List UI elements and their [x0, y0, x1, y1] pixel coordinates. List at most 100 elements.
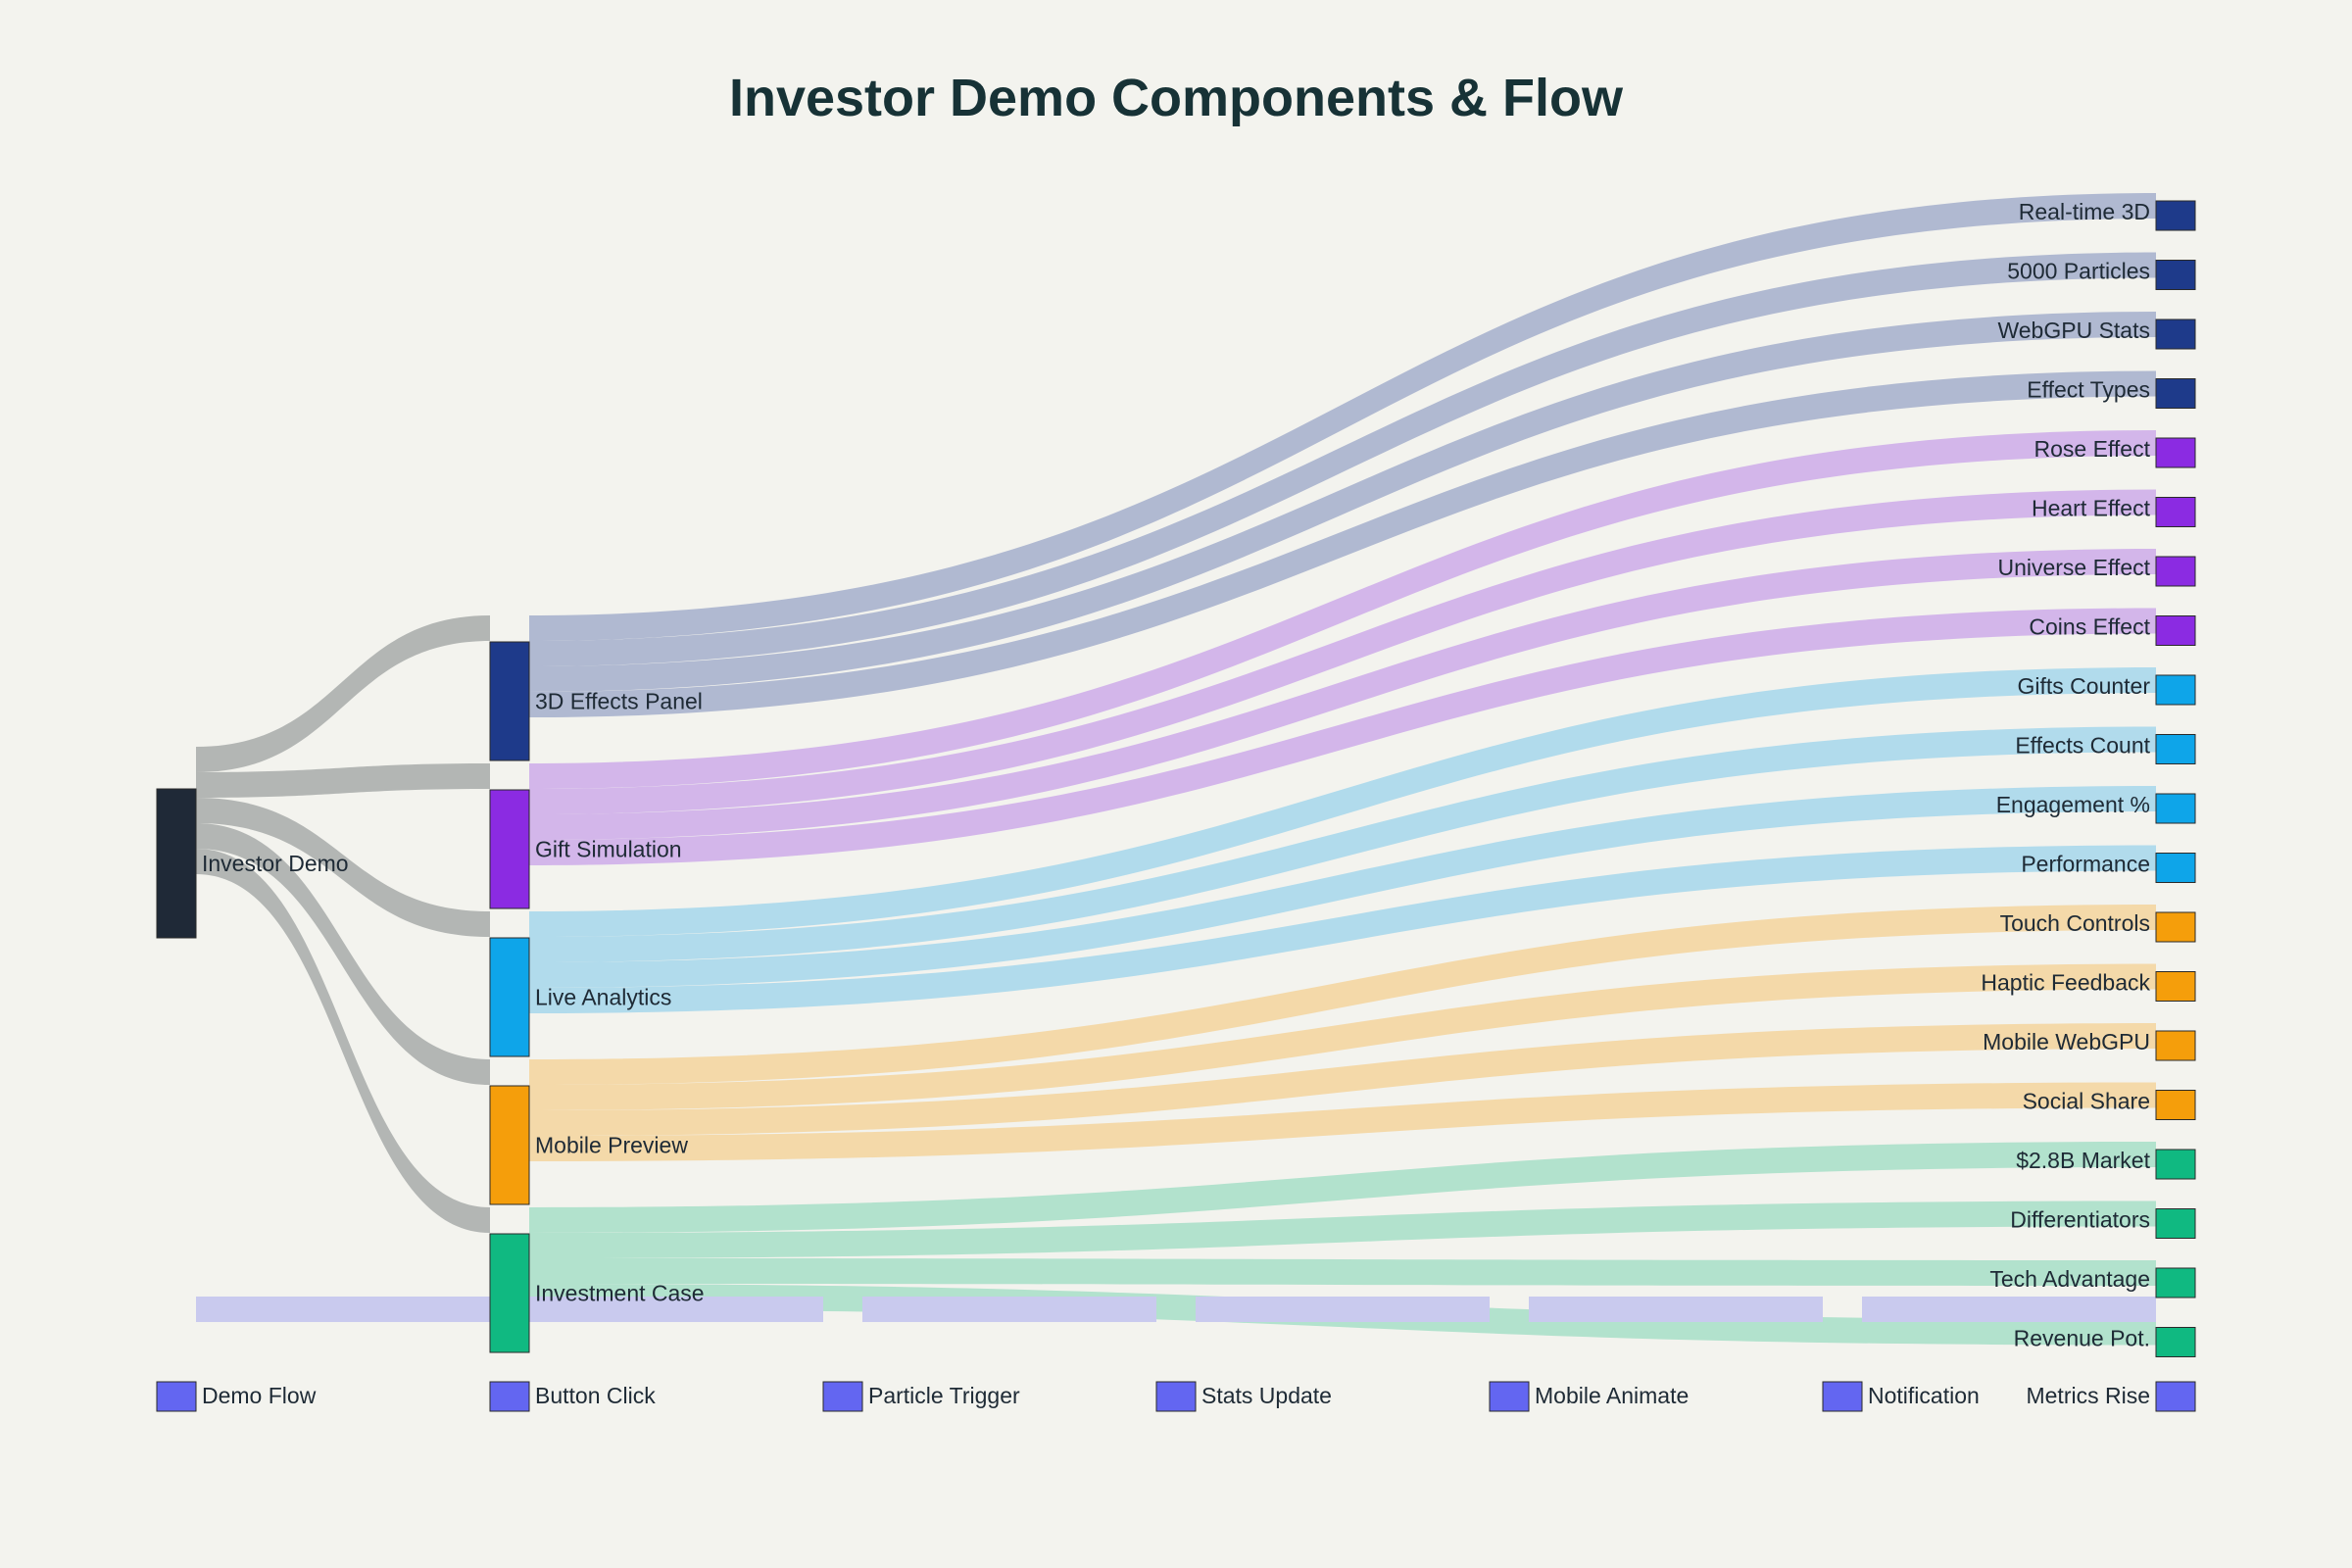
label-effect-types: Effect Types	[2027, 377, 2150, 403]
label-webgpu-stats: WebGPU Stats	[1997, 318, 2150, 343]
label-gifts-counter: Gifts Counter	[2018, 673, 2151, 699]
link-notification-metrics-rise	[1862, 1297, 2156, 1322]
label-mobile-webgpu: Mobile WebGPU	[1983, 1029, 2150, 1054]
link-3d-effects-panel-5000-particles	[529, 252, 2156, 666]
label-live-analytics: Live Analytics	[535, 985, 671, 1010]
node-5000-particles	[2155, 260, 2196, 290]
node-button-click	[489, 1381, 530, 1412]
node-live-analytics	[489, 937, 530, 1057]
label-tech-advantage: Tech Advantage	[1989, 1266, 2150, 1292]
node-real-time-3d	[2155, 200, 2196, 231]
label-effects-count: Effects Count	[2015, 733, 2150, 759]
label-haptic-feedback: Haptic Feedback	[1981, 970, 2150, 996]
link-demo-flow-button-click	[196, 1297, 490, 1322]
link-gift-simulation-heart-effect	[529, 489, 2156, 814]
label-investment-case: Investment Case	[535, 1281, 705, 1306]
label-performance: Performance	[2021, 852, 2150, 877]
node-mobile-webgpu	[2155, 1030, 2196, 1061]
node-social-share	[2155, 1090, 2196, 1120]
node-gift-simulation	[489, 789, 530, 909]
link-root-gift-simulation	[196, 763, 490, 798]
link-3d-effects-panel-webgpu-stats	[529, 312, 2156, 692]
link-live-analytics-performance	[529, 845, 2156, 1013]
node-performance	[2155, 853, 2196, 883]
link-particle-trigger-stats-update	[862, 1297, 1156, 1322]
node-universe-effect	[2155, 556, 2196, 587]
label-3d-effects-panel: 3D Effects Panel	[535, 689, 703, 714]
links-layer	[196, 193, 2156, 1346]
node-differentiators	[2155, 1208, 2196, 1239]
node-investor-demo	[156, 788, 197, 939]
node-effects-count	[2155, 734, 2196, 764]
link-root-live-analytics	[196, 798, 490, 937]
node-stats-update	[1155, 1381, 1197, 1412]
label-gift-simulation: Gift Simulation	[535, 837, 682, 862]
label-social-share: Social Share	[2023, 1089, 2150, 1114]
label-touch-controls: Touch Controls	[2000, 910, 2150, 936]
label-investor-demo: Investor Demo	[202, 851, 349, 876]
label-mobile-animate: Mobile Animate	[1535, 1383, 1689, 1408]
node-revenue-pot	[2155, 1327, 2196, 1357]
link-live-analytics-gifts-counter	[529, 667, 2156, 937]
node-particle-trigger	[822, 1381, 863, 1412]
node-coins-effect	[2155, 615, 2196, 646]
chart-title: Investor Demo Components & Flow	[729, 69, 1624, 127]
node-gifts-counter	[2155, 674, 2196, 706]
label-2-8b-market: $2.8B Market	[2016, 1148, 2150, 1173]
node-mobile-animate	[1489, 1381, 1530, 1412]
link-mobile-animate-notification	[1529, 1297, 1823, 1322]
link-3d-effects-panel-real-time-3d	[529, 193, 2156, 641]
node-engagement	[2155, 793, 2196, 824]
node-2-8b-market	[2155, 1149, 2196, 1180]
node-webgpu-stats	[2155, 318, 2196, 350]
link-mobile-preview-haptic-feedback	[529, 963, 2156, 1110]
nodes-layer	[156, 200, 2196, 1412]
node-effect-types	[2155, 378, 2196, 409]
node-heart-effect	[2155, 497, 2196, 527]
link-gift-simulation-coins-effect	[529, 608, 2156, 865]
label-button-click: Button Click	[535, 1383, 656, 1408]
label-revenue-pot: Revenue Pot.	[2014, 1326, 2150, 1351]
link-gift-simulation-rose-effect	[529, 430, 2156, 789]
node-mobile-preview	[489, 1085, 530, 1205]
link-stats-update-mobile-animate	[1196, 1297, 1490, 1322]
node-notification	[1822, 1381, 1863, 1412]
link-investment-case-differentiators	[529, 1200, 2156, 1258]
link-3d-effects-panel-effect-types	[529, 370, 2156, 717]
label-mobile-preview: Mobile Preview	[535, 1133, 688, 1158]
node-haptic-feedback	[2155, 971, 2196, 1002]
link-root-investment-case	[196, 849, 490, 1233]
labels-layer: Investor Demo 3D Effects Panel Gift Simula…	[202, 199, 2151, 1408]
link-live-analytics-effects-count	[529, 726, 2156, 962]
label-engagement: Engagement %	[1996, 792, 2150, 817]
link-live-analytics-engagement	[529, 786, 2156, 988]
label-metrics-rise: Metrics Rise	[2026, 1383, 2150, 1408]
node-metrics-rise	[2155, 1381, 2196, 1412]
link-mobile-preview-social-share	[529, 1082, 2156, 1161]
node-investment-case	[489, 1233, 530, 1353]
label-universe-effect: Universe Effect	[1997, 555, 2150, 580]
label-real-time-3d: Real-time 3D	[2019, 199, 2150, 224]
link-investment-case-tech-advantage	[529, 1258, 2156, 1286]
node-touch-controls	[2155, 911, 2196, 943]
node-tech-advantage	[2155, 1267, 2196, 1298]
label-rose-effect: Rose Effect	[2034, 436, 2151, 462]
label-demo-flow: Demo Flow	[202, 1383, 317, 1408]
label-coins-effect: Coins Effect	[2029, 614, 2150, 640]
link-root-mobile-preview	[196, 823, 490, 1085]
label-particle-trigger: Particle Trigger	[868, 1383, 1020, 1408]
link-gift-simulation-universe-effect	[529, 549, 2156, 840]
link-mobile-preview-touch-controls	[529, 905, 2156, 1085]
link-investment-case-2-8b-market	[529, 1142, 2156, 1233]
label-stats-update: Stats Update	[1201, 1383, 1332, 1408]
link-mobile-preview-mobile-webgpu	[529, 1023, 2156, 1136]
label-notification: Notification	[1868, 1383, 1980, 1408]
link-button-click-particle-trigger	[529, 1297, 823, 1322]
label-heart-effect: Heart Effect	[2032, 496, 2151, 521]
label-differentiators: Differentiators	[2010, 1207, 2150, 1233]
node-3d-effects-panel	[489, 641, 530, 761]
label-5000-particles: 5000 Particles	[2007, 259, 2150, 284]
link-root-3d-effects-panel	[196, 615, 490, 772]
node-demo-flow	[156, 1381, 197, 1412]
